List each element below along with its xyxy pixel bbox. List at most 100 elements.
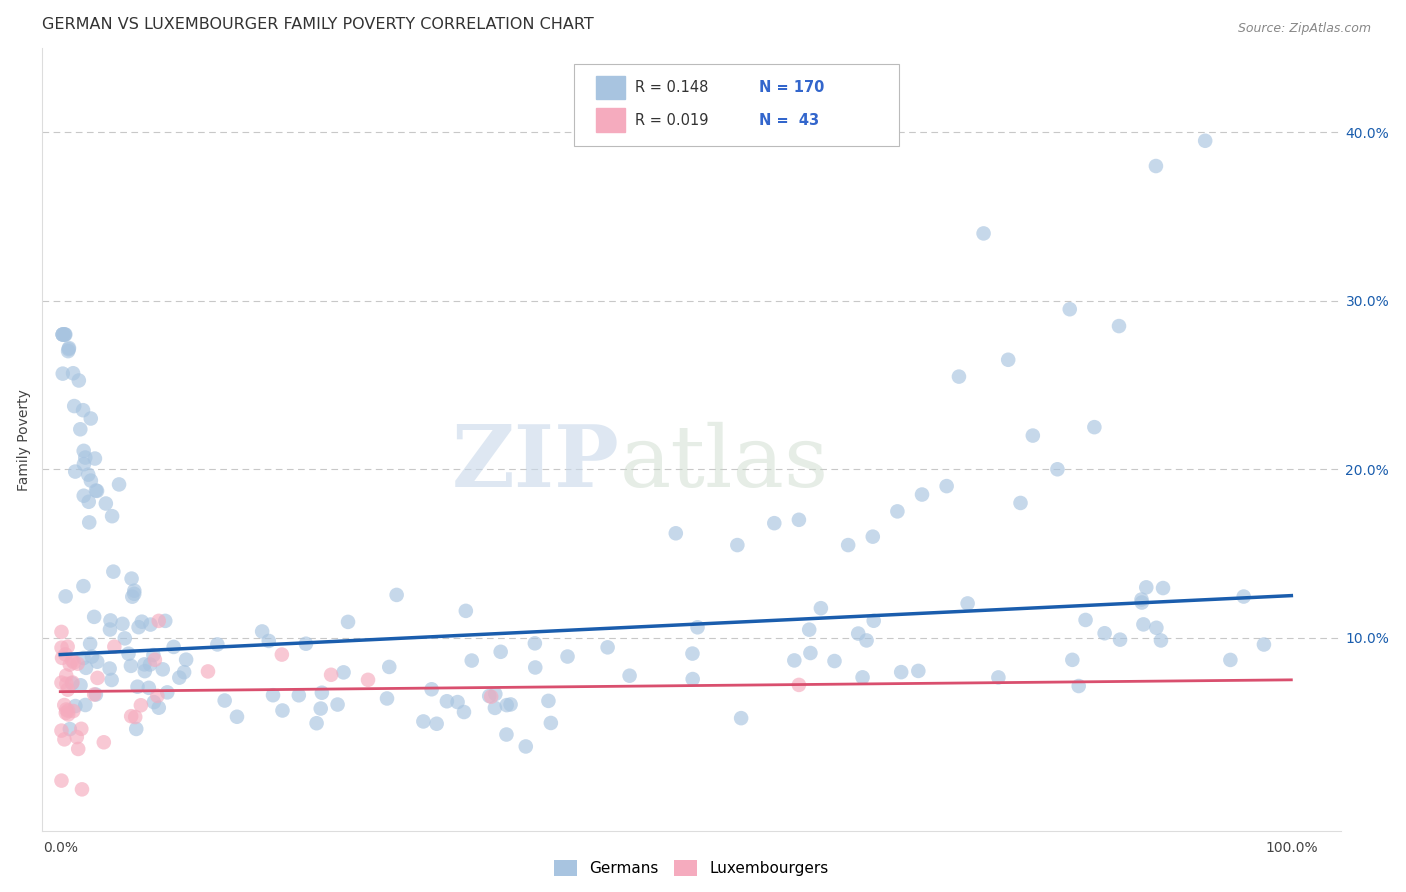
Point — [53, 327, 76, 342]
Point — [146, 689, 169, 703]
Point — [495, 727, 517, 741]
Point — [911, 487, 934, 501]
Point — [51, 651, 73, 665]
Point — [619, 669, 641, 683]
Point — [375, 691, 398, 706]
Point — [51, 624, 73, 639]
Point — [98, 661, 121, 675]
Point — [1062, 653, 1084, 667]
Point — [84, 688, 107, 702]
Point — [907, 664, 929, 678]
Point — [956, 596, 979, 610]
Point — [1152, 581, 1174, 595]
Point — [139, 657, 162, 672]
Point — [69, 422, 91, 436]
Point — [134, 664, 156, 678]
Point — [453, 705, 475, 719]
Point — [288, 688, 311, 702]
Point — [103, 565, 125, 579]
Point — [55, 702, 77, 716]
Point — [226, 710, 249, 724]
Point — [120, 658, 142, 673]
Point — [1194, 134, 1216, 148]
Point — [799, 623, 821, 637]
Point — [412, 714, 434, 729]
Text: N = 170: N = 170 — [759, 79, 824, 95]
Point — [124, 583, 146, 598]
Text: R = 0.019: R = 0.019 — [636, 112, 709, 128]
Point — [134, 657, 156, 672]
Point — [1067, 679, 1090, 693]
Point — [174, 653, 197, 667]
Point — [311, 686, 333, 700]
Point — [79, 637, 101, 651]
Text: Source: ZipAtlas.com: Source: ZipAtlas.com — [1237, 22, 1371, 36]
Point — [70, 722, 93, 736]
Point — [75, 698, 97, 712]
FancyBboxPatch shape — [574, 64, 898, 146]
Point — [357, 673, 380, 687]
Point — [890, 665, 912, 679]
Point — [681, 647, 703, 661]
Point — [271, 704, 294, 718]
Point — [787, 678, 810, 692]
Point — [55, 706, 77, 720]
Point — [557, 649, 579, 664]
Point — [127, 680, 149, 694]
Point — [479, 690, 502, 704]
Text: atlas: atlas — [620, 422, 830, 505]
Point — [997, 352, 1019, 367]
Point — [103, 640, 125, 654]
Point — [75, 450, 97, 465]
Point — [100, 614, 122, 628]
Point — [1130, 595, 1153, 609]
Point — [1253, 638, 1275, 652]
Point — [86, 671, 108, 685]
Point — [60, 654, 83, 668]
Point — [122, 587, 145, 601]
Point — [94, 496, 117, 510]
Point — [114, 632, 136, 646]
Point — [53, 327, 76, 342]
Point — [101, 509, 124, 524]
Point — [117, 647, 139, 661]
Point — [319, 667, 342, 681]
Point — [152, 662, 174, 676]
Point — [148, 614, 170, 628]
Point — [270, 648, 292, 662]
Point — [725, 538, 748, 552]
FancyBboxPatch shape — [596, 76, 624, 99]
Point — [121, 572, 143, 586]
Point — [454, 604, 477, 618]
Point — [67, 742, 90, 756]
Point — [56, 704, 79, 718]
Point — [420, 682, 443, 697]
Point — [973, 227, 995, 241]
Point — [52, 327, 75, 342]
Point — [65, 465, 87, 479]
Point — [86, 655, 108, 669]
Point — [62, 675, 84, 690]
Point — [142, 695, 165, 709]
Point — [214, 693, 236, 707]
Point — [1108, 319, 1130, 334]
Point — [682, 672, 704, 686]
Point — [987, 670, 1010, 684]
Point — [83, 610, 105, 624]
Text: R = 0.148: R = 0.148 — [636, 79, 709, 95]
Point — [84, 483, 107, 498]
Point — [143, 653, 166, 667]
Point — [524, 660, 547, 674]
Point — [1010, 496, 1032, 510]
Point — [72, 403, 94, 417]
Point — [1109, 632, 1132, 647]
Point — [837, 538, 859, 552]
Point — [67, 374, 90, 388]
Point — [55, 668, 77, 682]
Point — [55, 590, 77, 604]
Point — [51, 723, 73, 738]
Point — [1233, 590, 1256, 604]
Point — [108, 477, 131, 491]
FancyBboxPatch shape — [596, 109, 624, 132]
Point — [56, 344, 79, 359]
